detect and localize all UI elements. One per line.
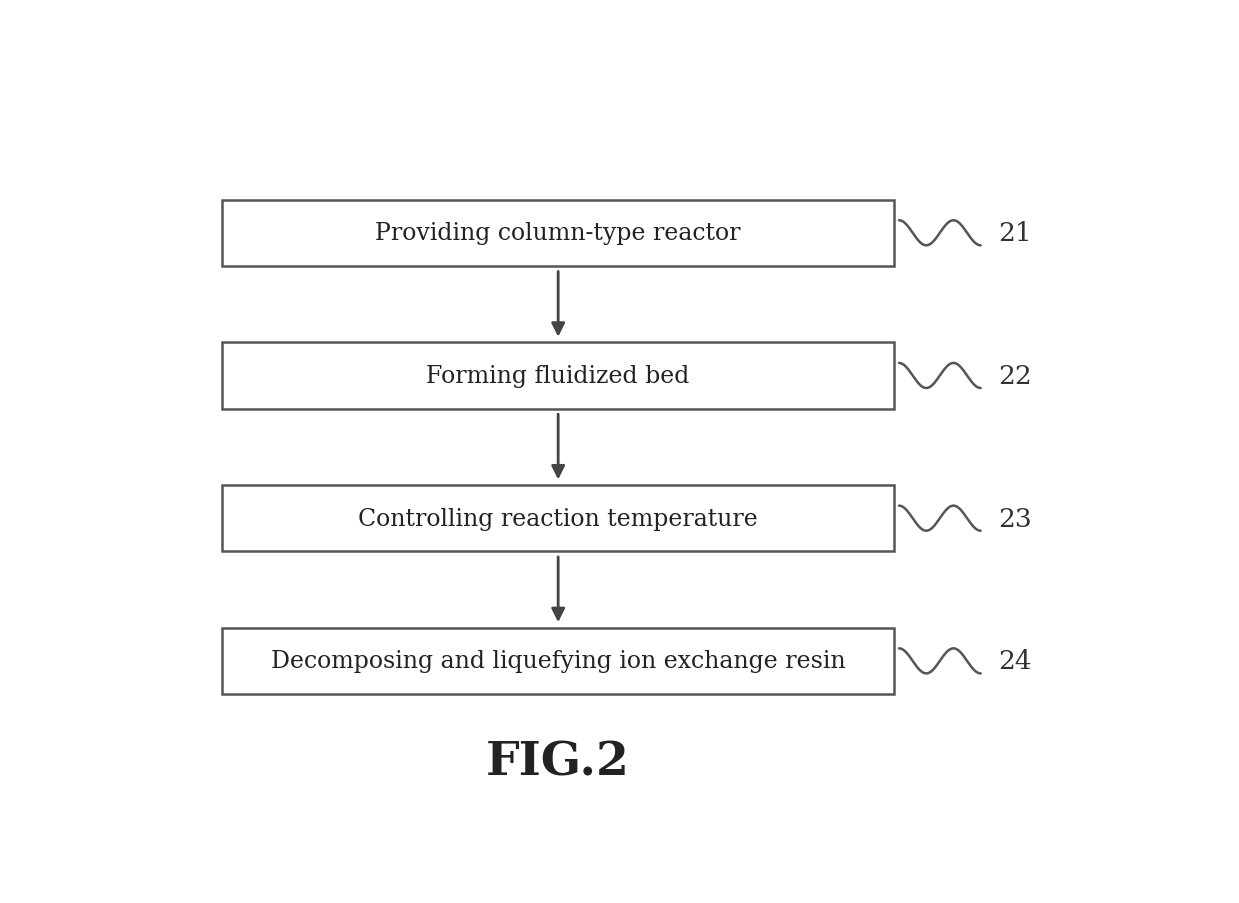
Text: Controlling reaction temperature: Controlling reaction temperature bbox=[358, 507, 758, 530]
Text: Forming fluidized bed: Forming fluidized bed bbox=[426, 365, 690, 387]
FancyBboxPatch shape bbox=[222, 628, 895, 694]
Text: Providing column-type reactor: Providing column-type reactor bbox=[375, 222, 741, 245]
FancyBboxPatch shape bbox=[222, 486, 895, 552]
Text: 21: 21 bbox=[997, 221, 1032, 246]
Text: FIG.2: FIG.2 bbox=[486, 739, 631, 785]
FancyBboxPatch shape bbox=[222, 343, 895, 409]
Text: 22: 22 bbox=[997, 364, 1032, 388]
FancyBboxPatch shape bbox=[222, 200, 895, 266]
Text: Decomposing and liquefying ion exchange resin: Decomposing and liquefying ion exchange … bbox=[271, 649, 845, 673]
Text: 24: 24 bbox=[997, 648, 1032, 674]
Text: 23: 23 bbox=[997, 506, 1032, 531]
